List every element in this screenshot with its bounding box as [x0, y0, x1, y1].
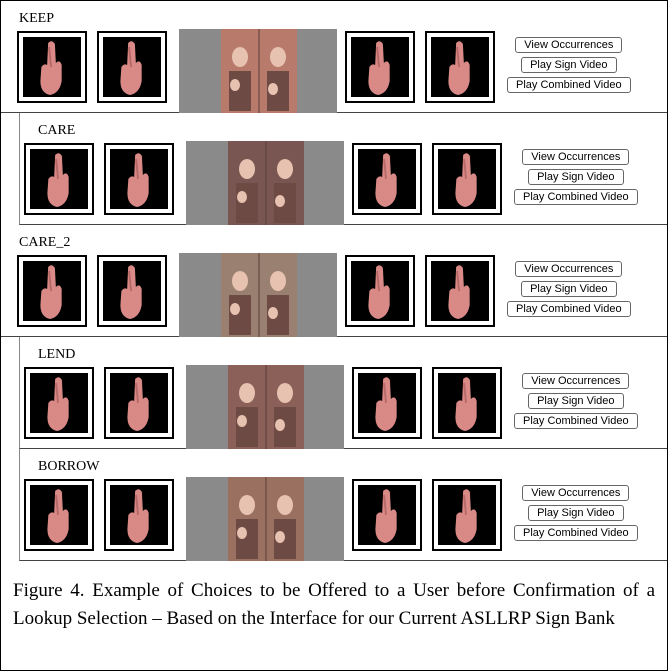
button[interactable]: Play Combined Video [514, 189, 638, 205]
button[interactable]: View Occurrences [515, 37, 623, 53]
handshape-thumbnail [352, 143, 422, 215]
handshape-thumbnail [97, 31, 167, 103]
handshape-thumbnail [17, 31, 87, 103]
sign-row: CARE_2 View Occurrences Play Sign Video Pla… [1, 225, 667, 337]
handshape-thumbnail [425, 31, 495, 103]
handshape-thumbnail [104, 367, 174, 439]
handshape-thumbnail [432, 479, 502, 551]
handshape-thumbnail [104, 143, 174, 215]
button-group: View Occurrences Play Sign Video Play Comb… [507, 37, 631, 93]
button[interactable]: Play Combined Video [514, 525, 638, 541]
button[interactable]: Play Sign Video [528, 505, 624, 521]
caption: Figure 4. Example of Choices to be Offer… [13, 580, 655, 629]
button[interactable]: Play Combined Video [514, 413, 638, 429]
button[interactable]: Play Sign Video [521, 57, 617, 73]
sign-label: BORROW [38, 459, 100, 474]
handshape-thumbnail [24, 143, 94, 215]
button[interactable]: View Occurrences [515, 261, 623, 277]
handshape-thumbnail [24, 367, 94, 439]
button[interactable]: Play Sign Video [528, 169, 624, 185]
button-group: View Occurrences Play Sign Video Play Comb… [514, 149, 638, 205]
sign-row: LEND View Occurrences Play Sign Video Play … [19, 337, 667, 449]
video-frame [186, 365, 344, 449]
video-frame [179, 253, 337, 337]
handshape-thumbnail [104, 479, 174, 551]
video-frame [186, 477, 344, 561]
sign-label: CARE_2 [19, 235, 71, 250]
sign-label: KEEP [19, 11, 54, 26]
button[interactable]: Play Sign Video [528, 393, 624, 409]
button[interactable]: Play Sign Video [521, 281, 617, 297]
button[interactable]: Play Combined Video [507, 77, 631, 93]
button[interactable]: View Occurrences [522, 149, 630, 165]
handshape-thumbnail [432, 367, 502, 439]
button-group: View Occurrences Play Sign Video Play Comb… [514, 485, 638, 541]
sign-list: KEEP View Occurrences Play Sign Video Play … [1, 1, 667, 561]
sign-label: CARE [38, 123, 76, 138]
handshape-thumbnail [425, 255, 495, 327]
button-group: View Occurrences Play Sign Video Play Comb… [507, 261, 631, 317]
handshape-thumbnail [352, 479, 422, 551]
handshape-thumbnail [97, 255, 167, 327]
handshape-thumbnail [432, 143, 502, 215]
handshape-thumbnail [17, 255, 87, 327]
video-frame [186, 141, 344, 225]
button[interactable]: View Occurrences [522, 373, 630, 389]
button[interactable]: View Occurrences [522, 485, 630, 501]
sign-row: CARE View Occurrences Play Sign Video Play … [19, 113, 667, 225]
video-frame [179, 29, 337, 113]
handshape-thumbnail [24, 479, 94, 551]
button[interactable]: Play Combined Video [507, 301, 631, 317]
handshape-thumbnail [352, 367, 422, 439]
button-group: View Occurrences Play Sign Video Play Comb… [514, 373, 638, 429]
handshape-thumbnail [345, 255, 415, 327]
handshape-thumbnail [345, 31, 415, 103]
sign-row: KEEP View Occurrences Play Sign Video Play … [1, 1, 667, 113]
sign-row: BORROW View Occurrences Play Sign Video Pla… [19, 449, 667, 561]
sign-label: LEND [38, 347, 76, 362]
